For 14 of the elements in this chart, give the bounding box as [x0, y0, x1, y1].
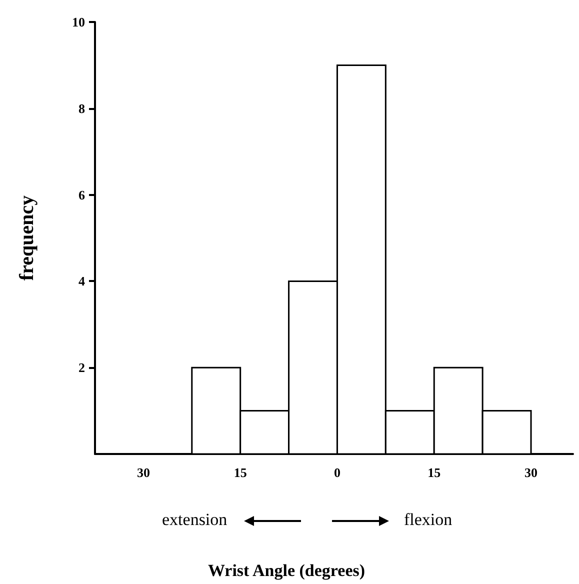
x-tick-label: 15	[234, 465, 248, 480]
x-tick-label: 30	[524, 465, 538, 480]
y-tick-label: 2	[78, 360, 85, 376]
y-tick-label: 6	[78, 187, 86, 202]
text: extension	[162, 510, 228, 529]
y-tick-label: 8	[78, 100, 86, 116]
x-tick-label: 15	[428, 465, 442, 480]
y-tick-label: 4	[78, 274, 86, 289]
y-axis-title: frequency	[16, 195, 38, 281]
x-tick-label: 0	[334, 465, 340, 480]
text: flexion	[404, 510, 453, 529]
x-axis-title: Wrist Angle (degrees)	[208, 561, 366, 580]
y-tick-label: 10	[72, 14, 85, 30]
x-tick-label: 30	[136, 465, 150, 480]
